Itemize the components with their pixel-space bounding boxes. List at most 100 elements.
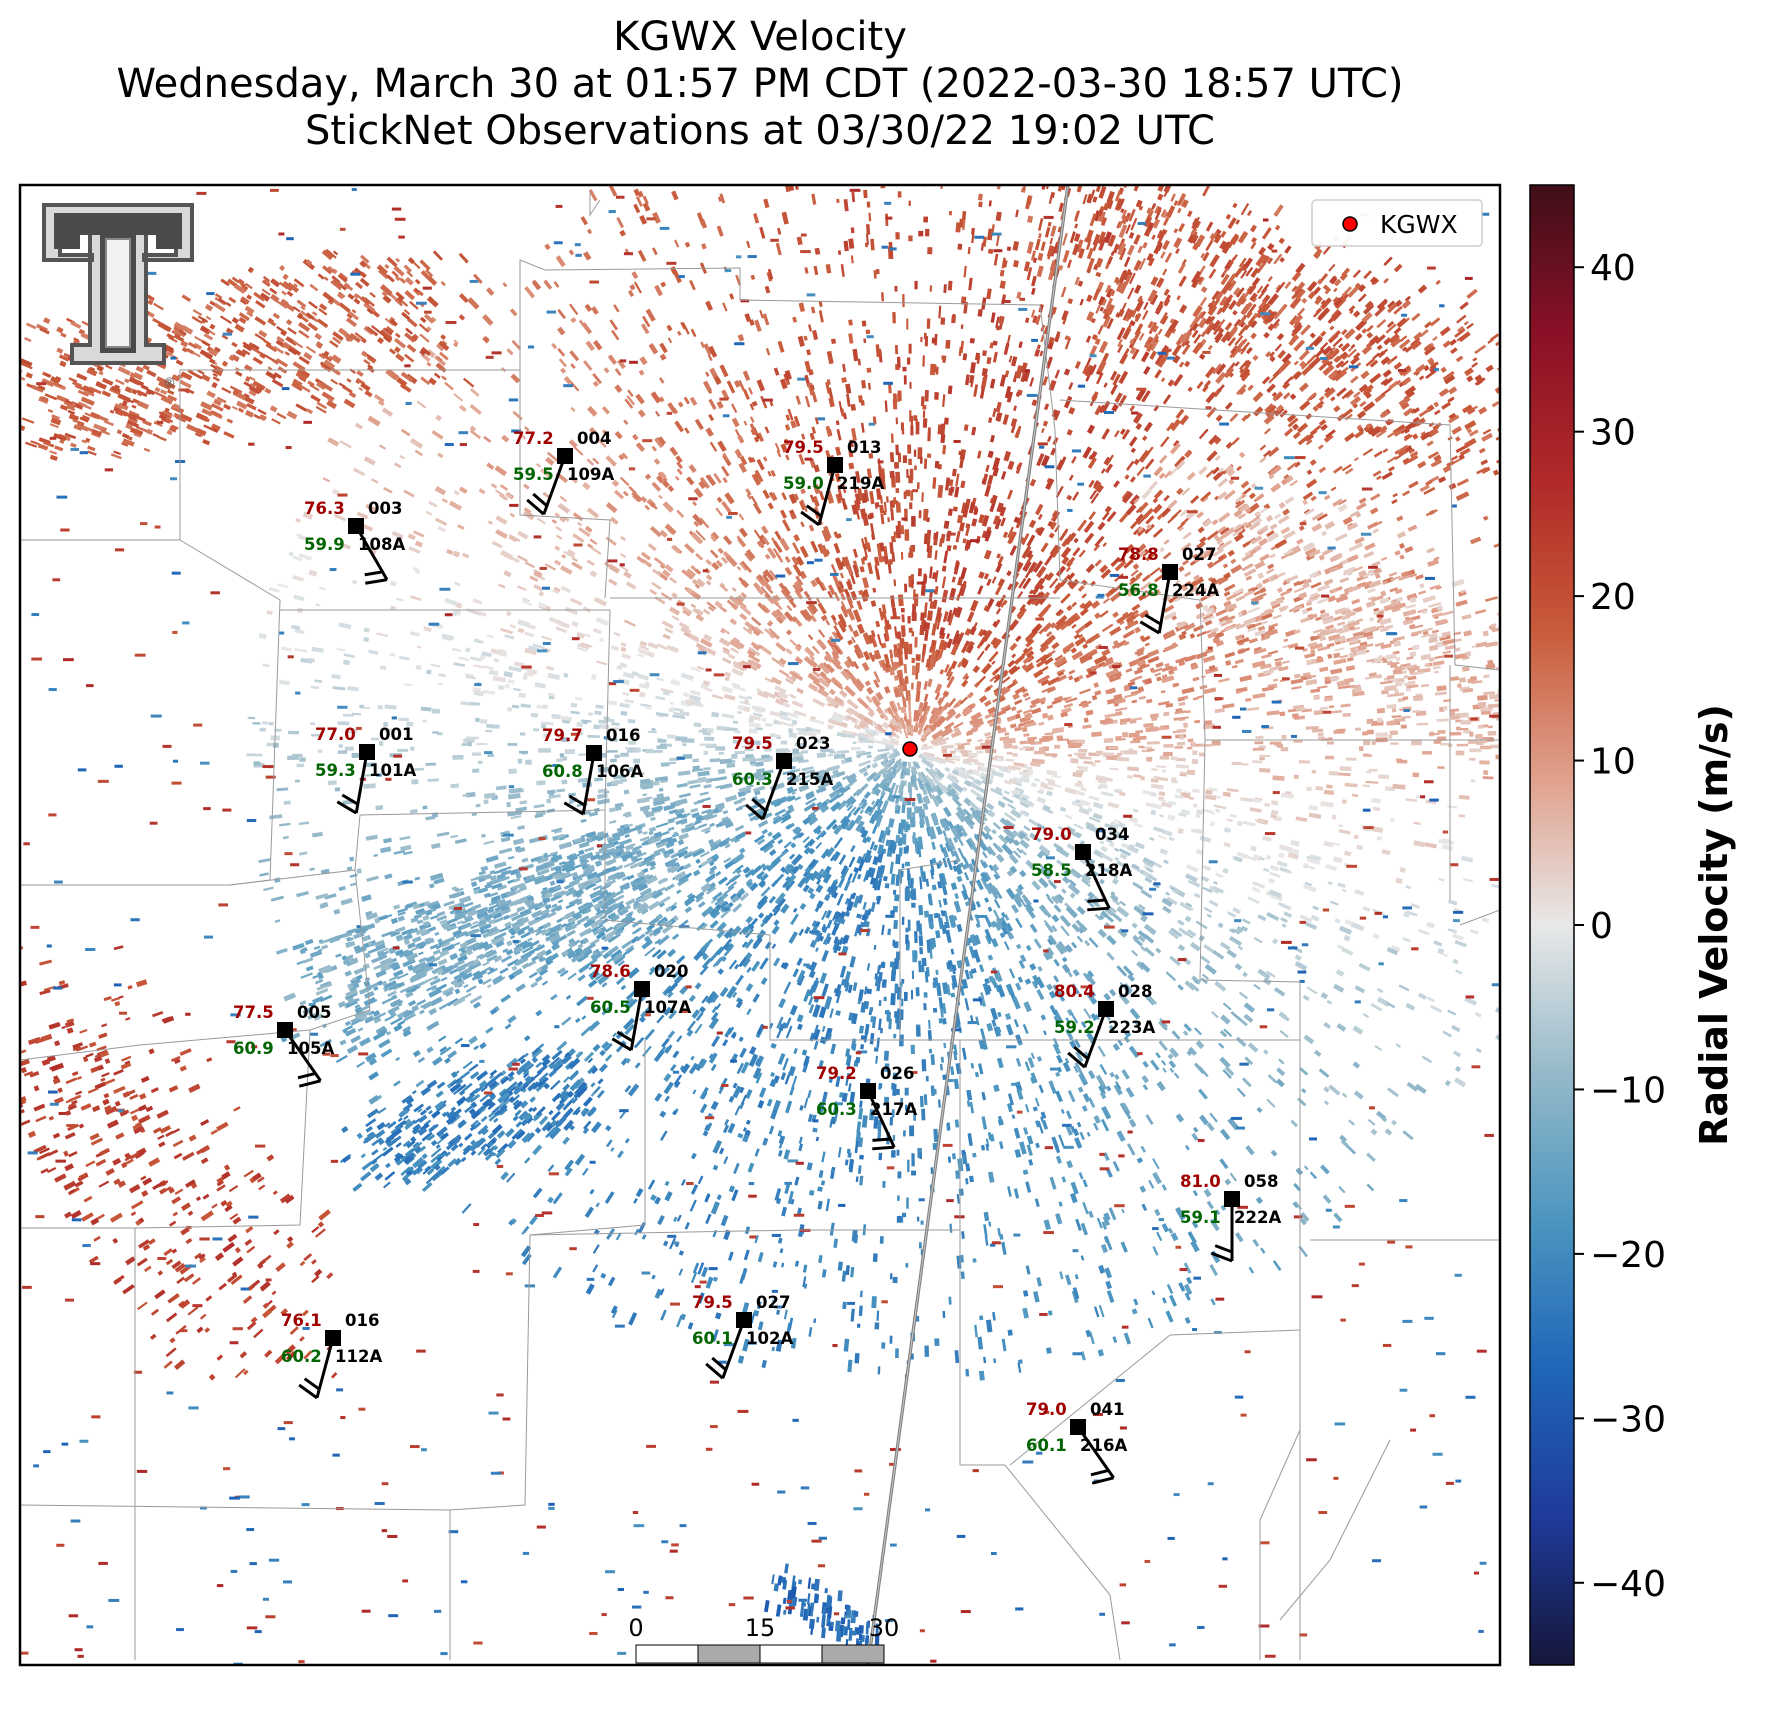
county-line <box>449 1040 646 1660</box>
station-106A[interactable]: 79.7 016 60.8 106A <box>542 726 643 816</box>
wind-barb-flag <box>297 1071 316 1080</box>
station-id: 004 <box>577 429 611 448</box>
county-line <box>20 1504 451 1511</box>
wind-barb-flag <box>1067 1051 1086 1069</box>
station-name: 219A <box>837 474 884 493</box>
texas-tech-logo: ® <box>42 203 194 391</box>
station-id: 023 <box>796 734 830 753</box>
station-dewpoint: 60.9 <box>233 1039 274 1058</box>
wind-barb-flag <box>298 1079 321 1088</box>
wind-barb-flag <box>1087 906 1110 912</box>
wind-barb-flag <box>526 498 545 516</box>
station-name: 107A <box>644 998 691 1017</box>
station-id: 005 <box>297 1003 331 1022</box>
station-105A[interactable]: 77.5 005 60.9 105A <box>233 1003 334 1088</box>
legend: KGWX <box>1311 199 1483 247</box>
station-temperature: 77.2 <box>513 429 554 448</box>
colorbar-tick-label: 20 <box>1590 577 1636 618</box>
station-224A[interactable]: 78.8 027 56.8 224A <box>1118 545 1219 635</box>
wind-barb-flag <box>303 1377 321 1391</box>
station-temperature: 77.0 <box>315 725 356 744</box>
station-id: 028 <box>1118 982 1152 1001</box>
title-radar-product: KGWX Velocity <box>613 14 907 60</box>
station-marker <box>359 744 375 760</box>
station-marker <box>1224 1191 1240 1207</box>
station-name: 102A <box>746 1329 793 1348</box>
station-dewpoint: 59.3 <box>315 761 356 780</box>
legend-label-kgwx: KGWX <box>1380 210 1458 239</box>
station-id: 001 <box>379 725 413 744</box>
county-line <box>604 810 961 1041</box>
station-id: 027 <box>756 1293 790 1312</box>
sticknet-stations: 77.2 004 59.5 109A 79.5 013 59.0 219A 76.3 003 59.… <box>233 429 1281 1485</box>
title-scan-time: Wednesday, March 30 at 01:57 PM CDT (202… <box>116 61 1404 107</box>
station-dewpoint: 59.5 <box>513 465 554 484</box>
station-223A[interactable]: 80.4 028 59.2 223A <box>1054 982 1155 1069</box>
station-id: 026 <box>880 1064 914 1083</box>
scale-label-0: 0 <box>628 1614 643 1642</box>
station-217A[interactable]: 79.2 026 60.3 217A <box>816 1064 917 1151</box>
station-219A[interactable]: 79.5 013 59.0 219A <box>783 438 884 527</box>
wind-barb-flag <box>1214 1244 1233 1254</box>
station-dewpoint: 59.0 <box>783 474 824 493</box>
station-101A[interactable]: 77.0 001 59.3 101A <box>315 725 416 815</box>
station-temperature: 80.4 <box>1054 982 1095 1001</box>
scale-label-30: 30 <box>869 1614 900 1642</box>
station-name: 106A <box>596 762 643 781</box>
wind-barb-flag <box>336 800 358 815</box>
station-dewpoint: 60.1 <box>1026 1436 1067 1455</box>
station-id: 027 <box>1182 545 1216 564</box>
colorbar-tick-label: 10 <box>1590 742 1636 783</box>
station-id: 016 <box>606 726 640 745</box>
county-line <box>1259 1330 1301 1660</box>
station-107A[interactable]: 78.6 020 60.5 107A <box>590 962 691 1052</box>
station-name: 108A <box>358 535 405 554</box>
colorbar-tick-label: −10 <box>1590 1070 1666 1111</box>
colorbar-tick-label: −40 <box>1590 1564 1666 1605</box>
wind-barb-flag <box>1090 1468 1109 1477</box>
station-112A[interactable]: 76.1 016 60.2 112A <box>281 1311 382 1400</box>
county-line <box>1459 909 1500 926</box>
station-temperature: 79.5 <box>732 734 773 753</box>
station-102A[interactable]: 79.5 027 60.1 102A <box>692 1293 793 1380</box>
station-marker <box>1070 1419 1086 1435</box>
colorbar-ticks: 40 30 20 10 0 −10 −20 −30 −40 <box>1574 248 1666 1605</box>
station-temperature: 78.6 <box>590 962 631 981</box>
kgwx-radar-site-dot[interactable] <box>902 741 918 757</box>
station-dewpoint: 59.9 <box>304 535 345 554</box>
station-marker <box>586 745 602 761</box>
station-temperature: 76.3 <box>304 499 345 518</box>
station-216A[interactable]: 79.0 041 60.1 216A <box>1026 1400 1127 1485</box>
county-line <box>1059 399 1500 671</box>
station-marker <box>557 448 573 464</box>
colorbar-tick-label: 40 <box>1590 248 1636 289</box>
station-marker <box>277 1022 293 1038</box>
station-temperature: 77.5 <box>233 1003 274 1022</box>
station-marker <box>736 1312 752 1328</box>
station-dewpoint: 60.8 <box>542 762 583 781</box>
station-id: 013 <box>847 438 881 457</box>
wind-barb-flag <box>611 1037 633 1052</box>
state-boundary-inner <box>867 185 1069 1665</box>
wind-barb-flag <box>341 793 359 806</box>
wind-barb-flag <box>365 578 388 585</box>
colorbar-tick-label: −30 <box>1590 1399 1666 1440</box>
title-observation-time: StickNet Observations at 03/30/22 19:02 … <box>305 108 1215 154</box>
station-dewpoint: 60.5 <box>590 998 631 1017</box>
plot-title: KGWX Velocity Wednesday, March 30 at 01:… <box>0 14 1520 155</box>
station-108A[interactable]: 76.3 003 59.9 108A <box>304 499 405 585</box>
wind-barb-flag <box>1091 1476 1114 1485</box>
station-id: 041 <box>1090 1400 1124 1419</box>
wind-barb-flag <box>872 1137 891 1142</box>
station-marker <box>776 753 792 769</box>
station-name: 215A <box>786 770 833 789</box>
station-218A[interactable]: 79.0 034 58.5 218A <box>1031 825 1132 912</box>
station-id: 058 <box>1244 1172 1278 1191</box>
station-222A[interactable]: 81.0 058 59.1 222A <box>1180 1172 1281 1263</box>
station-dewpoint: 59.2 <box>1054 1018 1095 1037</box>
station-dewpoint: 60.3 <box>732 770 773 789</box>
station-marker <box>325 1330 341 1346</box>
station-109A[interactable]: 77.2 004 59.5 109A <box>513 429 614 516</box>
station-215A[interactable]: 79.5 023 60.3 215A <box>732 734 833 821</box>
